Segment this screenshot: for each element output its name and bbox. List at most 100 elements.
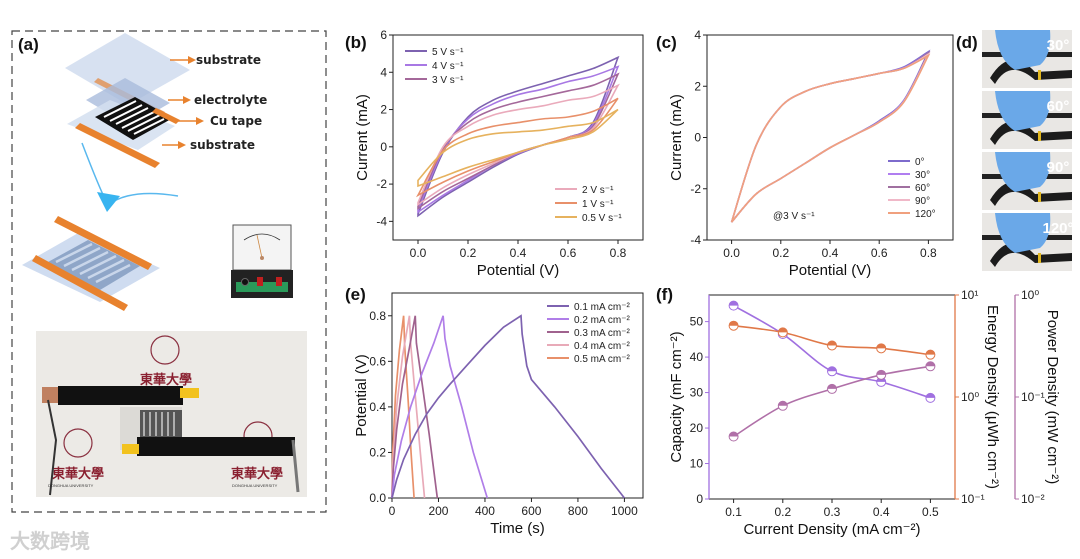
assembled-device: [22, 216, 160, 311]
legend-label: 4 V s⁻¹: [432, 61, 464, 72]
watermark: 大数跨境: [10, 529, 90, 553]
yellow-tape: [1038, 253, 1041, 263]
y-tick-label: 0.6: [369, 354, 386, 368]
y-tick-label: 10⁻¹: [961, 492, 985, 506]
y-axis-label: Capacity (mF cm⁻²): [668, 331, 685, 462]
label-cu-tape: Cu tape: [210, 114, 262, 128]
chart-b: 0.0 0.2 0.4 0.6 0.8 Potential (V) -4 -2 0 2 4 6 Curr…: [354, 28, 644, 279]
data-point-fill: [876, 370, 886, 375]
arrow-icon: [196, 117, 204, 125]
y-tick-label: 10⁻¹: [1021, 390, 1045, 404]
panel-label-b: (b): [345, 33, 367, 52]
electrode-pattern: [140, 410, 182, 440]
panel-label-c: (c): [656, 33, 677, 52]
axes-frame: [708, 294, 956, 500]
voltmeter-icon: [231, 224, 293, 298]
x-tick-label: 0.4: [873, 505, 890, 519]
y-tick-label: 10: [690, 457, 704, 471]
bending-photo: 120°: [982, 213, 1074, 271]
panel-a: (a) substrate electrolyte Cu tape substr…: [11, 30, 327, 513]
legend-label: 0°: [915, 157, 925, 168]
assembly-arrow-icon: [81, 142, 179, 212]
panel-label-a: (a): [18, 35, 39, 54]
data-point-fill: [827, 340, 837, 346]
panel-d: (d) 30° 60° 90° 120°: [956, 30, 1074, 271]
x-tick-label: 0.2: [772, 246, 789, 260]
y-tick-label: 0.0: [369, 491, 386, 505]
chart-c: 0.0 0.2 0.4 0.6 0.8 Potential (V) -4 -2 0 2 4 Curre…: [668, 28, 954, 279]
x-axis-label: Time (s): [490, 520, 544, 537]
cv-curve: [730, 49, 931, 223]
x-axis-label: Current Density (mA cm⁻²): [743, 521, 920, 538]
cv-curve: [730, 50, 931, 223]
x-tick-label: 0: [389, 504, 396, 518]
gloved-hand: [995, 152, 1051, 192]
y-tick-label: -4: [376, 214, 387, 228]
legend-label: 30°: [915, 170, 930, 181]
charts: (b) (c) (e) (f) 0.0 0.2 0.4 0.6 0.8 Potential…: [345, 28, 1061, 538]
chart-e: 0 200 400 600 800 1000 Time (s) 0.0 0.2 0.4 0.6 0.8…: [353, 292, 644, 537]
y-axis-label: Energy Density (μWh cm⁻²): [984, 305, 1001, 489]
dashed-frame: [11, 30, 327, 513]
bend-angle-label: 30°: [1047, 37, 1070, 54]
y-tick-label: -2: [690, 182, 701, 196]
gcd-curve: [391, 315, 489, 499]
y-tick-label: 50: [690, 315, 704, 329]
legend-label: 120°: [915, 209, 936, 220]
gloved-hand: [995, 30, 1051, 70]
legend-label: 2 V s⁻¹: [582, 185, 614, 196]
bending-photo: 30°: [982, 30, 1072, 88]
legend-label: 0.2 mA cm⁻²: [574, 315, 631, 326]
bend-angle-label: 90°: [1047, 159, 1070, 176]
bend-angle-label: 120°: [1042, 220, 1073, 237]
data-point-fill: [827, 384, 837, 389]
x-axis-label: Potential (V): [477, 262, 560, 279]
x-tick-label: 0.6: [871, 246, 888, 260]
x-tick-label: 0.2: [774, 505, 791, 519]
data-point-fill: [876, 343, 886, 349]
cu-tape-end: [152, 108, 180, 124]
label-substrate-bottom: substrate: [190, 138, 255, 152]
x-tick-label: 600: [521, 504, 541, 518]
bending-photo: 60°: [982, 91, 1072, 149]
y-tick-label: 30: [690, 386, 704, 400]
arrow-icon: [178, 141, 186, 149]
cv-curve: [417, 83, 620, 207]
y-tick-label: 10⁰: [961, 390, 979, 404]
yellow-tape: [180, 388, 199, 398]
y-tick-label: -2: [376, 177, 387, 191]
yellow-tape: [1038, 70, 1041, 80]
y-tick-label: 6: [380, 28, 387, 42]
yellow-tape: [1038, 131, 1041, 141]
data-point-fill: [729, 321, 739, 326]
x-tick-label: 0.6: [560, 246, 577, 260]
data-point-fill: [925, 350, 935, 355]
data-point-fill: [729, 301, 739, 306]
data-point-fill: [925, 393, 935, 398]
exploded-schematic: [65, 33, 190, 168]
scan-rate-annotation: @3 V s⁻¹: [773, 211, 815, 222]
label-substrate-top: substrate: [196, 53, 261, 67]
x-tick-label: 0.5: [922, 505, 939, 519]
gcd-curve: [391, 315, 415, 499]
x-tick-label: 1000: [611, 504, 638, 518]
x-tick-label: 0.0: [723, 246, 740, 260]
seal-text: 東華大學: [140, 372, 192, 388]
university-text: DONGHUA UNIVERSITY: [232, 483, 278, 488]
x-axis-label: Potential (V): [789, 262, 872, 279]
cv-curve: [730, 52, 931, 223]
gloved-hand: [995, 91, 1051, 131]
x-tick-label: 0.0: [410, 246, 427, 260]
seal-text: 東華大學: [52, 466, 104, 482]
legend-label: 0.3 mA cm⁻²: [574, 328, 631, 339]
seal-text: 東華大學: [231, 466, 283, 482]
data-point-fill: [925, 361, 935, 367]
panel-label-f: (f): [656, 285, 673, 304]
copper-contact: [42, 387, 58, 403]
x-tick-label: 0.4: [510, 246, 527, 260]
y-tick-label: 10⁰: [1021, 288, 1039, 302]
y-tick-label: 0.8: [369, 309, 386, 323]
yellow-tape: [1038, 192, 1041, 202]
y-tick-label: -4: [690, 233, 701, 247]
legend-label: 1 V s⁻¹: [582, 199, 614, 210]
